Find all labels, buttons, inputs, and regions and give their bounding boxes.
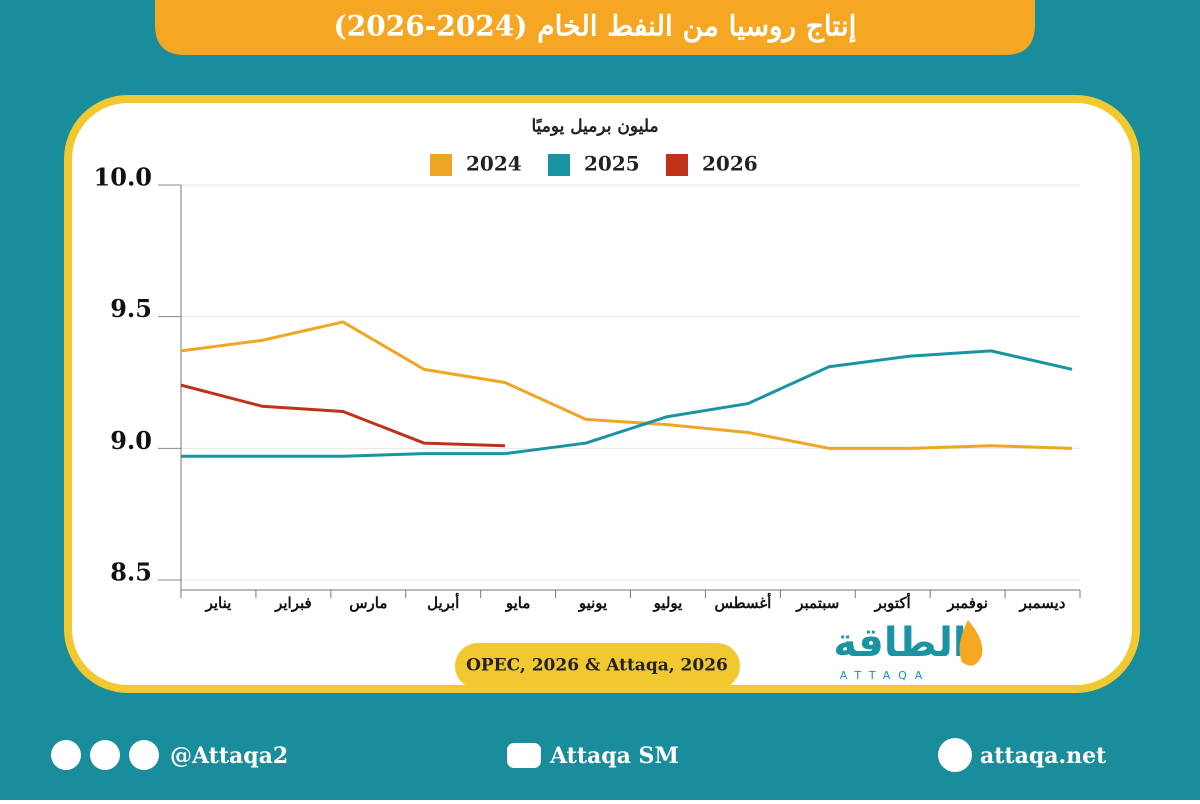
x-tick-label: أكتوبر <box>874 592 911 612</box>
x-tick-label: أبريل <box>427 592 459 612</box>
series-line <box>180 320 1073 450</box>
legend-swatch <box>548 154 570 176</box>
x-tick-label: مايو <box>505 594 531 612</box>
x-tick-label: مارس <box>349 594 387 612</box>
legend-label: 2025 <box>584 152 640 176</box>
y-tick-label: 9.0 <box>110 426 152 455</box>
footer-youtube: Attaqa SM <box>549 743 679 769</box>
y-tick-label: 10.0 <box>94 163 152 192</box>
x-tick-label: يوليو <box>653 594 683 612</box>
series-line <box>181 349 1073 458</box>
logo-text: الطاقة <box>833 620 966 666</box>
legend-label: 2026 <box>702 152 758 176</box>
x-tick-label: فبراير <box>274 594 312 612</box>
y-axis-unit: مليون برميل يوميًا <box>531 117 658 137</box>
series-line <box>180 383 506 448</box>
x-tick-label: ديسمبر <box>1019 594 1066 612</box>
legend-swatch <box>430 154 452 176</box>
title: إنتاج روسيا من النفط الخام (2024-2026) <box>334 10 857 44</box>
plot: 8.5 9.0 9.5 10.0 يناير فبراير مارس أبريل مايو يون… <box>94 163 1081 612</box>
title-banner <box>155 0 1035 55</box>
legend-swatch <box>666 154 688 176</box>
x-tick-label: سبتمبر <box>795 594 839 612</box>
x-tick-label: نوفمبر <box>946 594 988 612</box>
footer-social: @Attaqa2 <box>170 743 288 769</box>
x-tick-label: أغسطس <box>714 592 771 612</box>
source: OPEC, 2026 & Attaqa, 2026 <box>466 656 728 676</box>
logo-drop <box>959 620 983 666</box>
footer-icons <box>51 738 972 772</box>
legend: 2024 2025 2026 <box>430 152 758 176</box>
y-tick-label: 9.5 <box>110 294 152 323</box>
x-tick-label: يناير <box>205 594 232 612</box>
source-pill <box>455 643 740 689</box>
x-tick-label: يونيو <box>578 594 607 612</box>
logo-latin: ATTAQA <box>840 669 931 682</box>
footer-website: attaqa.net <box>980 743 1107 769</box>
y-tick-label: 8.5 <box>110 558 152 587</box>
legend-label: 2024 <box>466 152 522 176</box>
